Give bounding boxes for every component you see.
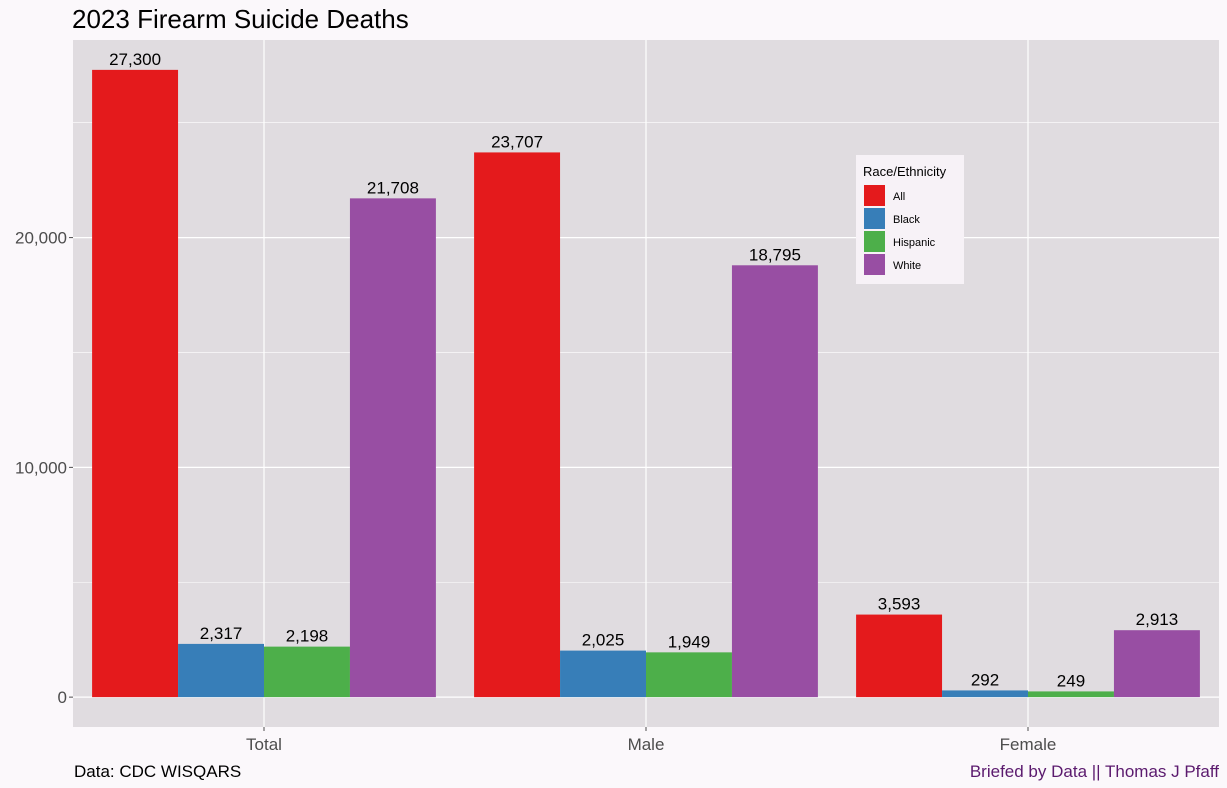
bar-all-female (856, 614, 943, 698)
value-label: 2,198 (286, 627, 329, 646)
y-tick-label: 0 (58, 688, 67, 707)
value-label: 292 (971, 670, 999, 689)
legend-key-black (864, 208, 885, 229)
value-label: 2,913 (1136, 610, 1179, 629)
legend-label: White (893, 260, 921, 272)
bar-all-male (474, 152, 561, 698)
source-caption: Data: CDC WISQARS (74, 762, 241, 781)
bar-white-female (1113, 630, 1200, 698)
value-label: 27,300 (109, 50, 161, 69)
x-axis: Total Male Female (246, 727, 1056, 754)
x-tick-label: Female (1000, 735, 1057, 754)
value-label: 1,949 (668, 632, 711, 651)
value-label: 2,025 (582, 631, 625, 650)
value-label: 3,593 (878, 595, 921, 614)
chart-title: 2023 Firearm Suicide Deaths (72, 4, 409, 34)
y-tick-label: 10,000 (15, 458, 67, 477)
legend-label: All (893, 191, 905, 203)
y-axis: 0 10,000 20,000 (15, 229, 73, 707)
y-tick-label: 20,000 (15, 229, 67, 248)
bar-white-male (731, 265, 818, 698)
value-label: 23,707 (491, 132, 543, 151)
legend-key-all (864, 185, 885, 206)
value-label: 2,317 (200, 624, 243, 643)
bar-hispanic-total (264, 646, 350, 698)
value-labels: 27,300 2,317 2,198 21,708 23,707 2,025 1,949 18… (109, 50, 1178, 691)
x-tick-label: Total (246, 735, 282, 754)
bar-black-male (560, 650, 646, 698)
bar-hispanic-female (1028, 691, 1114, 698)
bar-all-total (92, 69, 179, 698)
legend-label: Hispanic (893, 237, 936, 249)
bar-hispanic-male (646, 652, 732, 698)
legend-title: Race/Ethnicity (863, 164, 947, 179)
bar-black-total (178, 643, 264, 698)
legend-key-white (864, 254, 885, 275)
legend-label: Black (893, 214, 920, 226)
author-caption: Briefed by Data || Thomas J Pfaff (970, 762, 1219, 781)
bar-black-female (942, 690, 1028, 698)
value-label: 18,795 (749, 245, 801, 264)
x-tick-label: Male (628, 735, 665, 754)
legend-key-hispanic (864, 231, 885, 252)
bar-white-total (349, 198, 436, 698)
bars (92, 69, 1200, 698)
value-label: 21,708 (367, 178, 419, 197)
value-label: 249 (1057, 671, 1085, 690)
legend: Race/Ethnicity All Black Hispanic White (856, 155, 964, 284)
